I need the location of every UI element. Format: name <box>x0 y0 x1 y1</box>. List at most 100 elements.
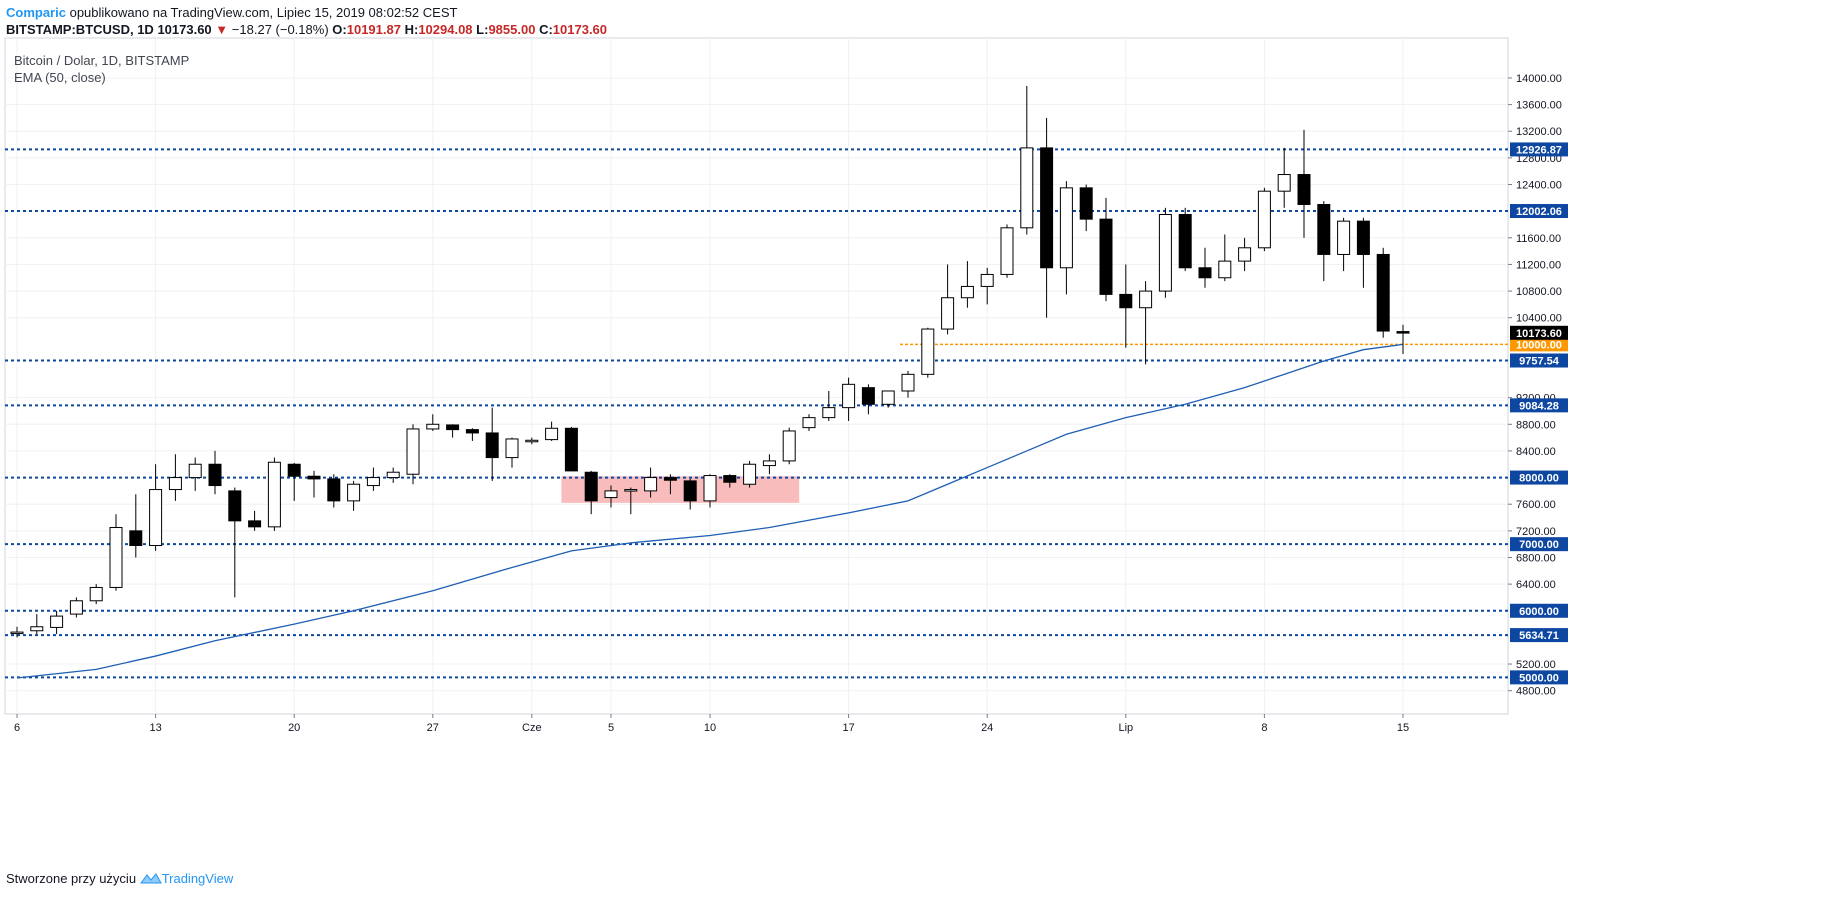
zone-rect <box>561 476 800 503</box>
y-tick-label: 4800.00 <box>1516 686 1556 698</box>
candle <box>485 407 499 481</box>
level-label-bg <box>1510 353 1568 368</box>
candle-body <box>465 429 479 434</box>
candle-body <box>1158 213 1172 292</box>
candle <box>644 467 658 498</box>
candle <box>822 390 836 421</box>
close-label: C: <box>539 22 553 37</box>
level-label-bg <box>1510 398 1568 413</box>
y-tick-label: 7600.00 <box>1516 499 1556 511</box>
candle-body <box>564 427 578 472</box>
candle <box>802 414 816 431</box>
level-label: 12002.06 <box>1516 206 1562 218</box>
low-label: L: <box>476 22 489 37</box>
level-label-bg <box>1510 628 1568 643</box>
y-tick-label: 11600.00 <box>1516 233 1561 245</box>
candle <box>406 424 420 485</box>
candle <box>1356 217 1370 288</box>
ema-polyline <box>16 343 1404 679</box>
candle <box>1020 85 1034 235</box>
publish-header: Comparic opublikowano na TradingView.com… <box>6 4 457 21</box>
footer-text: Stworzone przy użyciu <box>6 871 137 886</box>
candle-body <box>1297 174 1311 206</box>
candle-body <box>1178 213 1192 269</box>
candle-body <box>901 373 915 392</box>
candle <box>465 428 479 441</box>
candle <box>327 474 341 508</box>
author-link[interactable]: Comparic <box>6 5 66 20</box>
candle-body <box>1059 187 1073 269</box>
y-tick-label: 6400.00 <box>1516 579 1556 591</box>
plot-frame <box>4 37 1509 715</box>
candle-body <box>960 285 974 299</box>
level-label: 12926.87 <box>1516 144 1562 156</box>
candles <box>10 85 1410 638</box>
candle-body <box>1000 227 1014 275</box>
candle-body <box>842 383 856 409</box>
candle-body <box>287 463 301 477</box>
y-tick-label: 12400.00 <box>1516 180 1562 192</box>
candle-body <box>683 480 697 502</box>
close-value: 10173.60 <box>552 22 608 37</box>
candle <box>267 457 281 531</box>
candle <box>228 487 242 598</box>
candle-body <box>168 477 182 491</box>
candle-body <box>89 586 103 602</box>
candle <box>901 371 915 398</box>
tradingview-logo-icon <box>139 873 162 884</box>
tradingview-link[interactable]: TradingView <box>161 871 234 886</box>
candle-body <box>881 390 895 405</box>
candle <box>1297 129 1311 238</box>
grid <box>4 37 1509 715</box>
candle-body <box>426 423 440 430</box>
candle-body <box>1020 147 1034 229</box>
candle <box>1337 217 1351 272</box>
candle-body <box>208 463 222 487</box>
candle <box>188 457 202 491</box>
y-tick-label: 10400.00 <box>1516 313 1562 325</box>
consolidation-zone <box>561 476 800 503</box>
level-label: 9084.28 <box>1519 400 1559 412</box>
high-label: H: <box>404 22 419 37</box>
candle <box>941 264 955 335</box>
level-label-bg <box>1510 670 1568 685</box>
candle <box>287 462 301 501</box>
candle <box>1376 247 1390 338</box>
y-tick-label: 14000.00 <box>1516 73 1562 85</box>
candle <box>1079 184 1093 232</box>
y-tick-label: 11200.00 <box>1516 259 1561 271</box>
candle-body <box>347 483 361 502</box>
candle <box>584 470 598 515</box>
candle-body <box>1356 220 1370 255</box>
candle <box>149 464 163 551</box>
candle <box>762 454 776 475</box>
candle <box>30 614 44 635</box>
candle-body <box>644 477 658 492</box>
publish-text: opublikowano na TradingView.com, Lipiec … <box>69 5 458 20</box>
candle <box>1040 117 1054 318</box>
x-tick-label: 27 <box>427 722 439 734</box>
candle-body <box>802 417 816 429</box>
candle-body <box>30 626 44 632</box>
level-label: 6000.00 <box>1519 606 1559 618</box>
ohlc-bar: BITSTAMP:BTCUSD, 1D 10173.60 ▼ −18.27 (−… <box>6 21 607 38</box>
candle <box>861 384 875 415</box>
candle-body <box>1277 174 1291 192</box>
legend-indicator: EMA (50, close) <box>14 70 106 85</box>
candle <box>624 487 638 515</box>
last-price-label-bg <box>1510 325 1568 340</box>
last-price-label: 10173.60 <box>1516 328 1562 340</box>
candle <box>921 327 935 378</box>
candle <box>564 426 578 472</box>
orange-level-label: 10000.00 <box>1516 339 1562 351</box>
candle-body <box>1139 290 1153 309</box>
candle <box>1119 264 1133 348</box>
candle-body <box>1376 253 1390 332</box>
candle-body <box>941 297 955 330</box>
candle-body <box>604 490 618 499</box>
candle <box>248 510 262 531</box>
high-value: 10294.08 <box>418 22 473 37</box>
candle <box>960 261 974 308</box>
candle <box>703 474 717 508</box>
